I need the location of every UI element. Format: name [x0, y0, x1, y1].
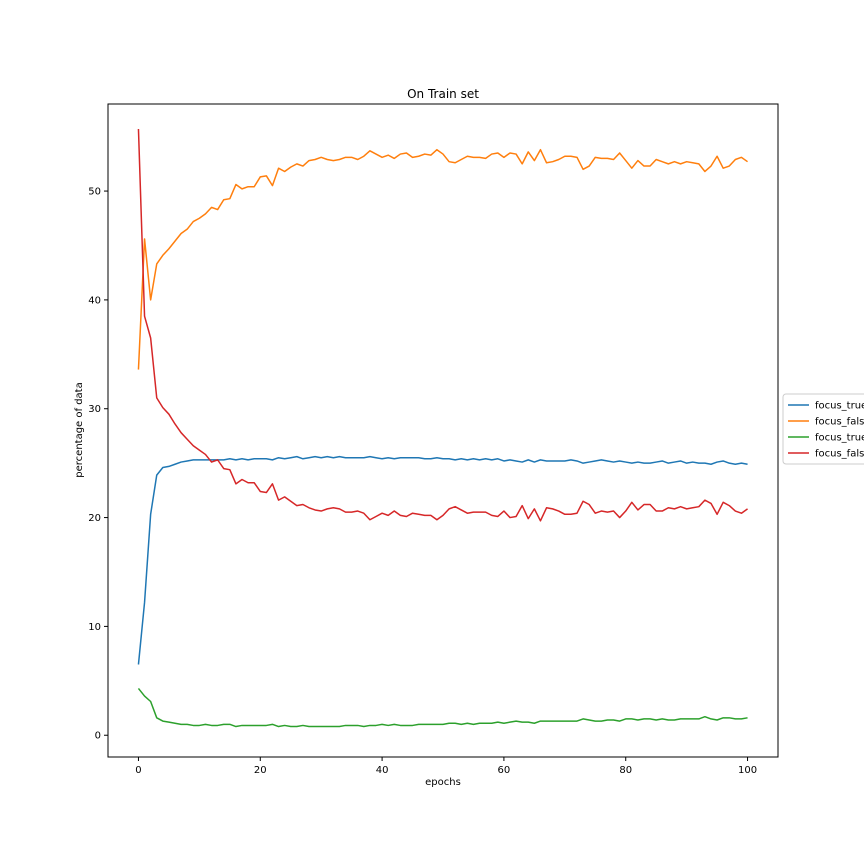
series-line-2-focus-false [137, 148, 748, 370]
legend-label: focus_false [815, 417, 864, 428]
y-tick-label: 0 [95, 731, 101, 742]
series-line-1-focus-true [137, 455, 748, 665]
x-tick-label: 20 [254, 765, 267, 776]
x-tick-label: 80 [619, 765, 632, 776]
series-line-4-focus-false [137, 129, 748, 522]
plot-frame [107, 103, 779, 758]
x-tick-label: 60 [498, 765, 511, 776]
chart-title: On Train set [407, 87, 479, 101]
legend-label: focus_true [815, 401, 864, 412]
x-axis-label: epochs [425, 777, 461, 788]
plot-lines [137, 129, 748, 728]
legend-label: focus_false [815, 449, 864, 460]
legend: focus_true focus_false focus_true focus_fal… [782, 393, 864, 465]
y-tick-label: 30 [88, 404, 101, 415]
legend-label: focus_true [815, 433, 864, 444]
x-tick-label: 40 [376, 765, 389, 776]
x-axis: 0 20 40 60 80 100 [135, 757, 757, 776]
x-tick-label: 100 [738, 765, 757, 776]
y-axis-label: percentage of data [74, 382, 85, 477]
y-tick-label: 50 [88, 187, 101, 198]
x-tick-label: 0 [135, 765, 141, 776]
y-axis: 0 10 20 30 40 50 [88, 187, 108, 742]
series-line-3-focus-true [137, 687, 748, 728]
y-tick-label: 40 [88, 295, 101, 306]
legend-box [782, 393, 864, 465]
y-tick-label: 10 [88, 622, 101, 633]
y-tick-label: 20 [88, 513, 101, 524]
